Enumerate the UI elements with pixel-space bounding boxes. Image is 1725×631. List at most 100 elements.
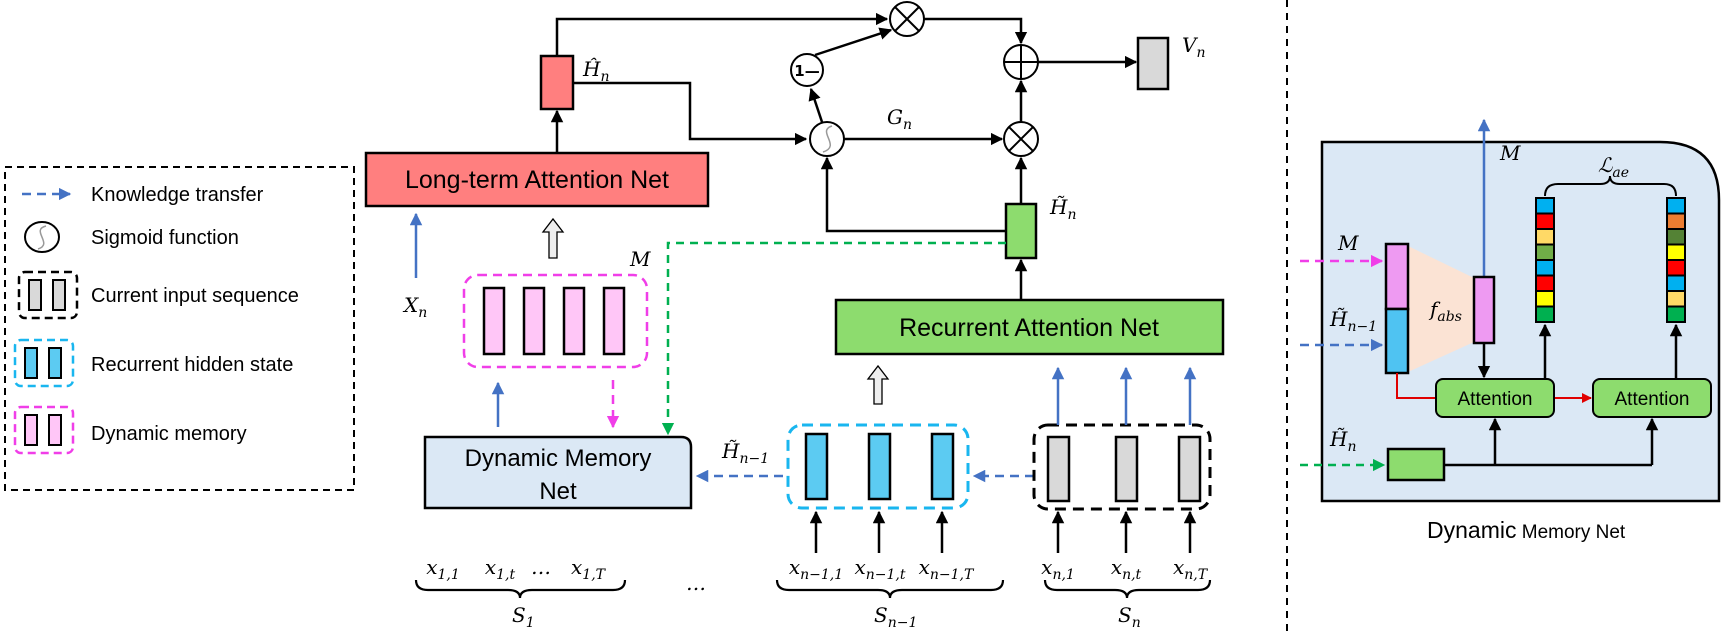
block-label: Long-term Attention Net: [405, 166, 669, 194]
input-label: xn−1,t: [854, 555, 905, 583]
input-labels: x1,1 x1,t … x1,T xn−1,1 xn−1,t xn−1,T xn…: [426, 555, 1208, 595]
input-label: x1,t: [485, 555, 516, 583]
x-label: Xn: [402, 293, 427, 321]
vector-cell: [1535, 259, 1555, 277]
vector-cell: [1535, 305, 1555, 323]
abstraction-funnel: [1408, 246, 1474, 372]
long-term-attention-net: Long-term Attention Net: [364, 151, 710, 208]
memory-output-label: M: [1499, 141, 1521, 165]
attention-block-2: Attention: [1592, 378, 1712, 418]
legend-item-dynamic-memory: Dynamic memory: [13, 405, 247, 455]
svg-text:1—: 1—: [794, 62, 819, 80]
recurrent-attention-net: Recurrent Attention Net: [834, 298, 1225, 356]
legend-item-recurrent-hidden: Recurrent hidden state: [13, 338, 293, 388]
braces: [414, 579, 1212, 599]
ellipsis: …: [531, 555, 551, 579]
abstract-memory-vector: [1472, 275, 1496, 345]
vector-cell: [1666, 290, 1686, 308]
hidden-current-label: H̃n: [1329, 427, 1356, 455]
vector-cell: [1535, 197, 1555, 215]
h-tilde-vector: [1004, 202, 1038, 260]
arrow: [808, 87, 824, 123]
input-label: x1,T: [571, 555, 607, 583]
g-label: Gn: [887, 105, 912, 133]
ellipsis: …: [686, 571, 706, 595]
legend-item-current-input: Current input sequence: [17, 270, 299, 320]
hollow-arrow-icon: [541, 217, 565, 259]
sigmoid-icon: [809, 121, 845, 157]
vector-cell: [1666, 212, 1686, 230]
sigmoid-icon: [24, 221, 60, 253]
legend-label: Current input sequence: [91, 285, 299, 307]
vector-cell: [1535, 228, 1555, 246]
sequence-label: Sn−1: [874, 603, 917, 631]
vector-cell: [1666, 305, 1686, 323]
blue-bars-cyan-dashed-icon: [13, 338, 75, 388]
loss-label: ℒae: [1598, 153, 1629, 181]
dynamic-memory: [462, 273, 649, 369]
red-connector: [1396, 373, 1436, 399]
vector-cell: [1535, 243, 1555, 261]
sequence-label: S1: [512, 603, 535, 631]
input-label: xn−1,1: [789, 555, 843, 583]
input-label: xn,1: [1041, 555, 1075, 583]
vector-cell: [1666, 259, 1686, 277]
legend-label: Sigmoid function: [91, 227, 239, 249]
legend-label: Dynamic memory: [91, 423, 247, 445]
vector-cell: [1535, 274, 1555, 292]
hidden-segment: [1384, 307, 1410, 375]
add-icon: [1003, 44, 1039, 80]
vector-cell: [1666, 243, 1686, 261]
attention-block-1: Attention: [1435, 378, 1555, 418]
connector: [573, 81, 808, 146]
multiply-bottom-icon: [1003, 121, 1039, 157]
output-vector: [1136, 36, 1170, 91]
vector-cell: [1535, 212, 1555, 230]
block-label: Net: [539, 478, 577, 505]
output-vector-2: [1666, 197, 1686, 323]
memory-input-label: M: [1337, 231, 1359, 255]
vector-cell: [1535, 290, 1555, 308]
arrow: [814, 27, 893, 57]
loss-brace: [1544, 175, 1677, 197]
legend-item-sigmoid: Sigmoid function: [24, 221, 239, 253]
input-label: xn,t: [1111, 555, 1142, 583]
h-hat-label: Ĥn: [582, 57, 609, 85]
input-label: xn−1,T: [919, 555, 975, 583]
legend-label: Knowledge transfer: [91, 184, 264, 206]
connector: [924, 17, 1028, 45]
sequence-label: Sn: [1118, 603, 1141, 631]
h-hat-vector: [539, 54, 575, 111]
legend-label: Recurrent hidden state: [91, 354, 293, 376]
hollow-arrow-icon: [866, 364, 890, 405]
current-input-sequence: [1032, 423, 1212, 511]
h-tilde-label: H̃n: [1049, 195, 1076, 223]
legend: Knowledge transfer Sigmoid function Curr…: [4, 166, 355, 491]
h-prev-label: H̃n−1: [721, 439, 769, 467]
knowledge-transfer-green: [661, 241, 1006, 436]
block-label: Attention: [1458, 389, 1533, 410]
vector-cell: [1666, 228, 1686, 246]
recurrent-hidden-states: [786, 423, 970, 510]
one-minus-icon: 1—: [790, 53, 824, 87]
block-label: Recurrent Attention Net: [899, 314, 1159, 342]
panel-caption: Dynamic Memory Net: [1427, 517, 1626, 543]
h-tilde-vector: [1386, 447, 1446, 482]
connector: [820, 156, 1006, 233]
pink-bars-pink-dashed-icon: [13, 405, 75, 455]
hidden-prev-label: H̃n−1: [1329, 307, 1377, 335]
dynamic-memory-net-detail: M M H̃n−1 H̃n fabs Attention Attention ℒ…: [1300, 118, 1721, 503]
input-label: xn,T: [1173, 555, 1209, 583]
legend-item-knowledge-transfer: Knowledge transfer: [22, 184, 264, 206]
memory-segment: [1384, 242, 1410, 311]
input-arrows: [809, 510, 1197, 553]
gray-bars-black-dashed-icon: [17, 270, 79, 320]
dynamic-memory-net: Dynamic Memory Net: [423, 435, 693, 510]
memory-label: M: [629, 247, 651, 271]
block-label: Attention: [1615, 389, 1690, 410]
multiply-top-icon: [889, 1, 925, 37]
connector: [555, 12, 889, 56]
vector-cell: [1666, 197, 1686, 215]
block-label: Dynamic Memory: [465, 445, 652, 472]
